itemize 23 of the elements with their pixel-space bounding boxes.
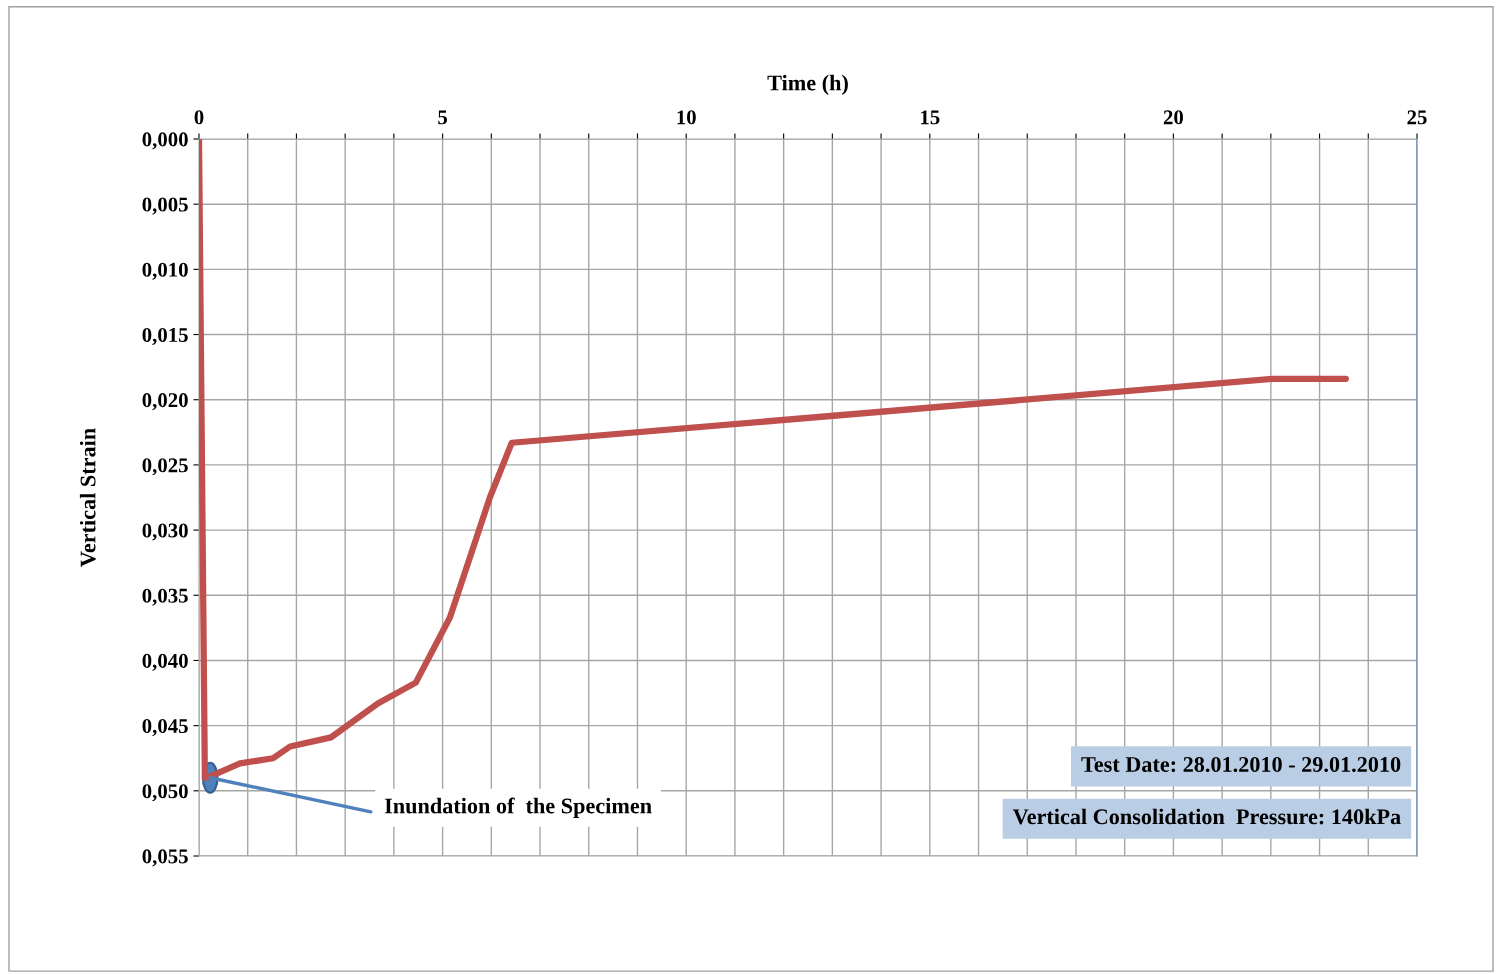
annotation: Test Date: 28.01.2010 - 29.01.2010 xyxy=(1081,756,1401,773)
x-tick-label: 5 xyxy=(438,110,448,125)
y-tick-label: 0,040 xyxy=(142,653,188,671)
x-tick-label: 10 xyxy=(677,110,696,125)
y-tick-label: 0,005 xyxy=(142,197,188,215)
annotation: Inundation of the Specimen xyxy=(384,797,652,818)
y-tick-label: 0,050 xyxy=(142,784,188,802)
x-tick-label: 25 xyxy=(1407,110,1427,125)
x-tick-label: 20 xyxy=(1163,110,1184,125)
annotation: Vertical Consolidation Pressure: 140kPa xyxy=(1012,808,1401,825)
y-tick-label: 0,025 xyxy=(142,458,188,476)
y-tick-label: 0,030 xyxy=(142,523,188,541)
y-tick-label: 0,035 xyxy=(142,588,188,606)
y-axis-title: Vertical Strain xyxy=(79,428,96,567)
y-tick-label: 0,020 xyxy=(142,393,188,411)
y-tick-label: 0,045 xyxy=(142,719,188,737)
y-tick-label: 0,000 xyxy=(142,132,188,150)
y-tick-label: 0,010 xyxy=(142,262,188,280)
x-tick-label: 15 xyxy=(921,110,940,125)
y-tick-label: 0,055 xyxy=(142,849,188,867)
x-axis-title: Time (h) xyxy=(767,74,848,95)
x-tick-label: 0 xyxy=(194,110,204,125)
y-tick-label: 0,015 xyxy=(142,327,188,345)
